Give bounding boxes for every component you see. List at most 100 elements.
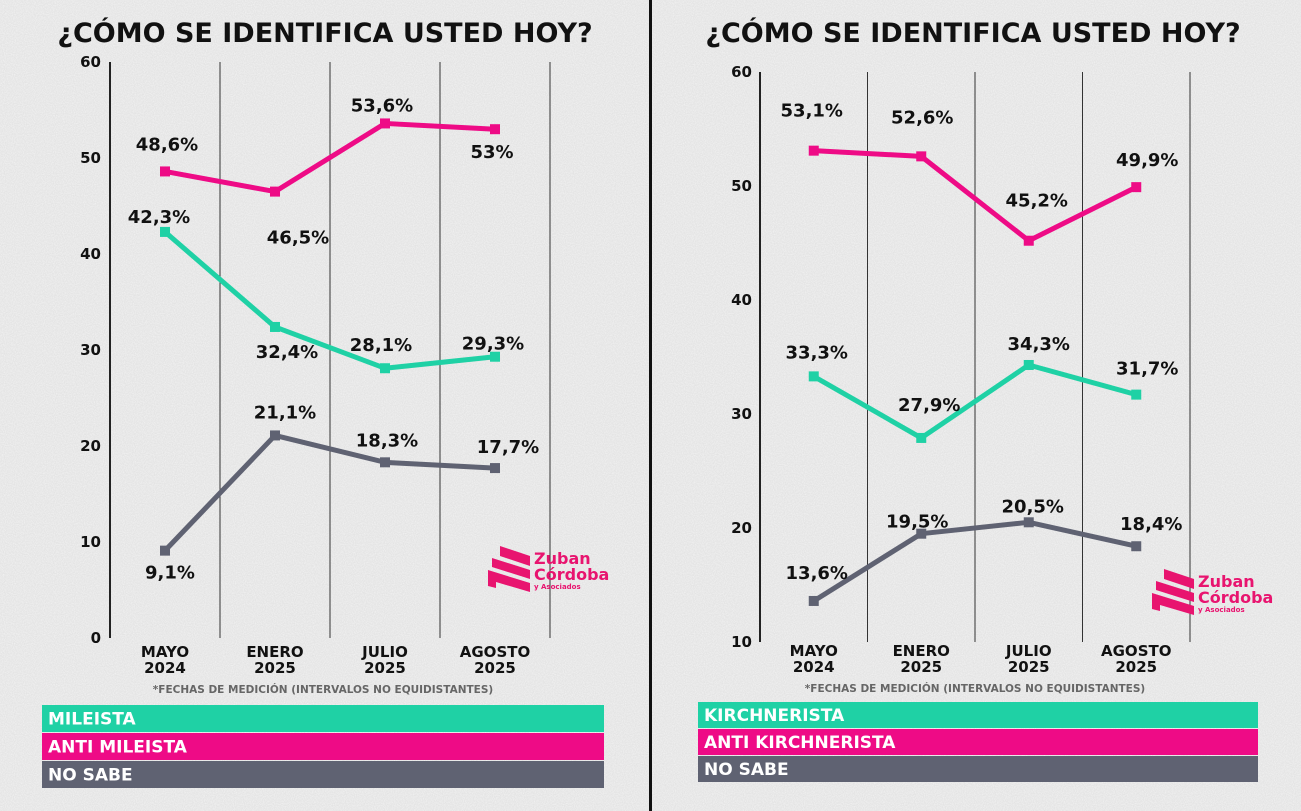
data-label: 46,5% <box>267 228 329 249</box>
data-point <box>380 457 390 468</box>
y-tick-label: 60 <box>80 53 101 71</box>
series-line-mileista <box>163 230 496 371</box>
y-tick-label: 20 <box>80 437 101 455</box>
y-tick-label: 30 <box>80 341 101 359</box>
logo-line1: Zuban <box>534 549 591 568</box>
x-tick-label: JULIO <box>1005 642 1052 660</box>
legend-swatch <box>42 761 604 788</box>
data-label: 17,7% <box>477 437 539 458</box>
x-tick-label: 2025 <box>254 659 296 677</box>
data-point <box>490 124 500 135</box>
legend-swatch <box>698 702 1258 728</box>
legend-swatch <box>698 756 1258 782</box>
data-label: 19,5% <box>886 512 948 533</box>
logo-line2: Córdoba <box>534 565 609 584</box>
data-point <box>270 186 280 197</box>
data-point <box>270 430 280 441</box>
x-tick-label: ENERO <box>893 642 950 660</box>
data-point <box>1023 235 1034 246</box>
data-point <box>270 321 280 332</box>
x-tick-label: MAYO <box>141 643 189 661</box>
chart-title: ¿CÓMO SE IDENTIFICA USTED HOY? <box>57 17 592 49</box>
data-point <box>916 528 927 539</box>
x-tick-label: 2025 <box>364 659 406 677</box>
logo-line1: Zuban <box>1198 572 1255 591</box>
data-label: 13,6% <box>786 563 848 584</box>
legend-swatch <box>698 729 1258 755</box>
y-tick-label: 10 <box>731 633 752 651</box>
y-tick-label: 0 <box>91 629 101 647</box>
data-label: 9,1% <box>145 563 195 584</box>
data-label: 52,6% <box>891 107 953 128</box>
data-label: 21,1% <box>254 402 316 423</box>
data-label: 27,9% <box>898 395 960 416</box>
zuban-cordoba-logo: Zuban Córdoba y Asociados <box>488 546 609 592</box>
data-point <box>916 432 927 443</box>
x-tick-label: 2025 <box>474 659 516 677</box>
y-tick-label: 60 <box>731 63 752 81</box>
legend-swatch <box>42 705 604 732</box>
data-label: 29,3% <box>462 334 524 355</box>
y-tick-label: 50 <box>731 177 752 195</box>
chart-note: *FECHAS DE MEDICIÓN (INTERVALOS NO EQUID… <box>153 683 493 696</box>
chart-note: *FECHAS DE MEDICIÓN (INTERVALOS NO EQUID… <box>805 682 1145 695</box>
data-point <box>808 371 819 382</box>
y-tick-label: 40 <box>80 245 101 263</box>
y-tick-label: 20 <box>731 519 752 537</box>
data-label: 18,4% <box>1120 514 1182 535</box>
data-point <box>808 595 819 606</box>
y-tick-label: 50 <box>80 149 101 167</box>
logo-line2: Córdoba <box>1198 588 1273 607</box>
data-label: 34,3% <box>1008 334 1070 355</box>
x-tick-label: 2025 <box>1008 658 1050 676</box>
chart-panel-left: ¿CÓMO SE IDENTIFICA USTED HOY? *FECHAS D… <box>42 17 604 788</box>
series-line-no-sabe <box>812 519 1137 604</box>
chart-title: ¿CÓMO SE IDENTIFICA USTED HOY? <box>705 17 1240 49</box>
series-line-anti-kirchnerista <box>813 148 1138 244</box>
data-point <box>160 545 170 556</box>
data-label: 45,2% <box>1006 191 1068 212</box>
legend-entry: KIRCHNERISTA <box>704 706 845 726</box>
series-line-kirchnerista <box>812 362 1137 441</box>
data-point <box>1023 517 1034 528</box>
data-label: 28,1% <box>350 335 412 356</box>
data-point <box>490 351 500 362</box>
legend-entry: MILEISTA <box>48 710 137 730</box>
data-label: 53% <box>470 142 513 163</box>
legend-entry: NO SABE <box>48 766 133 786</box>
data-label: 48,6% <box>136 134 198 155</box>
data-label: 20,5% <box>1002 496 1064 517</box>
x-tick-label: AGOSTO <box>460 643 530 661</box>
series-line-no-sabe <box>163 432 496 553</box>
panel-divider <box>649 0 652 811</box>
zuban-cordoba-logo: Zuban Córdoba y Asociados <box>1152 569 1273 615</box>
data-point <box>380 363 390 374</box>
data-point <box>1131 389 1142 400</box>
data-label: 53,1% <box>781 101 843 122</box>
data-point <box>1131 541 1142 552</box>
data-label: 33,3% <box>786 342 848 363</box>
data-label: 53,6% <box>351 95 413 116</box>
x-tick-label: 2024 <box>793 658 835 676</box>
y-tick-label: 30 <box>731 405 752 423</box>
logo-mark-icon <box>488 546 530 592</box>
y-tick-label: 40 <box>731 291 752 309</box>
series-line-anti-mileista <box>164 120 496 195</box>
x-tick-label: AGOSTO <box>1101 642 1171 660</box>
data-label: 18,3% <box>356 430 418 451</box>
data-point <box>1131 182 1142 193</box>
legend-entry: NO SABE <box>704 760 789 780</box>
data-label: 49,9% <box>1116 150 1178 171</box>
x-tick-label: 2025 <box>900 658 942 676</box>
y-tick-label: 10 <box>80 533 101 551</box>
logo-line3: y Asociados <box>534 583 581 591</box>
data-point <box>160 226 170 237</box>
x-tick-label: 2025 <box>1115 658 1157 676</box>
data-point <box>1023 359 1034 370</box>
x-tick-label: MAYO <box>790 642 838 660</box>
data-label: 31,7% <box>1116 359 1178 380</box>
data-point <box>808 145 819 156</box>
legend-swatch <box>42 733 604 760</box>
data-label: 42,3% <box>128 207 190 228</box>
